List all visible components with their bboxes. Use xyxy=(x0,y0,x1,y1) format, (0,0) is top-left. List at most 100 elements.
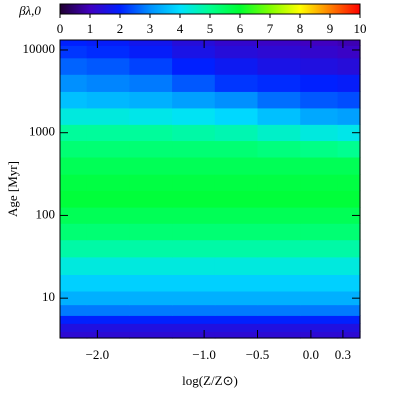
heatmap-cell xyxy=(60,156,88,175)
heatmap-cell xyxy=(86,57,130,75)
y-tick-label: 1000 xyxy=(29,124,55,139)
heatmap-cell xyxy=(86,124,130,142)
heatmap-cell xyxy=(86,290,130,306)
colorbar-tick-label: 0 xyxy=(57,21,64,36)
heatmap-cell xyxy=(300,124,339,142)
heatmap-cell xyxy=(257,45,301,59)
heatmap-cell xyxy=(86,256,130,276)
heatmap-cell xyxy=(257,239,301,258)
heatmap-cell xyxy=(129,256,173,276)
heatmap-cell xyxy=(129,156,173,175)
heatmap-cell xyxy=(172,174,216,192)
heatmap-cell xyxy=(214,45,259,59)
heatmap-cell xyxy=(172,256,216,276)
heatmap-cell xyxy=(172,304,216,316)
heatmap-cell xyxy=(257,91,301,109)
heatmap-cell xyxy=(129,74,173,92)
heatmap-cell xyxy=(60,40,88,46)
heatmap-cell xyxy=(172,323,216,332)
heatmap-cell xyxy=(214,331,259,339)
heatmap-cell xyxy=(214,174,259,192)
colorbar-tick-label: 9 xyxy=(327,21,334,36)
heatmap-cell xyxy=(214,190,259,208)
heatmap-cell xyxy=(60,331,88,339)
heatmap-cell xyxy=(60,124,88,142)
heatmap-cell xyxy=(300,91,339,109)
heatmap-cell xyxy=(86,331,130,339)
heatmap-cell xyxy=(129,274,173,292)
x-tick-label: −1.0 xyxy=(192,347,216,362)
colorbar-tick-label: 7 xyxy=(267,21,274,36)
heatmap-cell xyxy=(257,107,301,125)
heatmap-cell xyxy=(257,156,301,175)
heatmap-cell xyxy=(86,190,130,208)
colorbar-tick-label: 5 xyxy=(207,21,214,36)
heatmap-cell xyxy=(60,91,88,109)
heatmap-cell xyxy=(86,315,130,324)
heatmap-cell xyxy=(172,91,216,109)
heatmap-cell xyxy=(60,223,88,241)
heatmap-cell xyxy=(86,206,130,224)
heatmap-cell xyxy=(257,40,301,46)
heatmap-cell xyxy=(129,57,173,75)
heatmap-cell xyxy=(86,239,130,258)
heatmap-cell xyxy=(257,331,301,339)
heatmap-cell xyxy=(129,107,173,125)
colorbar-tick-label: 6 xyxy=(237,21,244,36)
heatmap-cell xyxy=(60,174,88,192)
heatmap-cell xyxy=(300,206,339,224)
heatmap-cell xyxy=(172,40,216,46)
heatmap-cell xyxy=(214,124,259,142)
heatmap-cell xyxy=(300,156,339,175)
heatmap-cell xyxy=(257,223,301,241)
heatmap-cell xyxy=(300,304,339,316)
colorbar-tick-label: 2 xyxy=(117,21,124,36)
heatmap-cell xyxy=(129,190,173,208)
heatmap-cell xyxy=(300,140,339,158)
heatmap-cell xyxy=(214,74,259,92)
heatmap-cell xyxy=(300,40,339,46)
heatmap-cell xyxy=(129,331,173,339)
colorbar xyxy=(59,3,361,15)
heatmap-cell xyxy=(214,290,259,306)
heatmap-cell xyxy=(86,174,130,192)
heatmap-cell xyxy=(300,57,339,75)
heatmap-cell xyxy=(60,256,88,276)
colorbar-tick-label: 3 xyxy=(147,21,154,36)
x-tick-label: 0.3 xyxy=(335,347,351,362)
heatmap-cell xyxy=(214,57,259,75)
heatmap-cell xyxy=(86,304,130,316)
heatmap-cell xyxy=(337,239,361,258)
heatmap-cell xyxy=(60,57,88,75)
heatmap-cell xyxy=(214,156,259,175)
heatmap-cell xyxy=(257,190,301,208)
heatmap-cell xyxy=(300,74,339,92)
heatmap-cell xyxy=(337,124,361,142)
heatmap-cell xyxy=(60,274,88,292)
heatmap-cell xyxy=(257,304,301,316)
heatmap-cell xyxy=(60,190,88,208)
heatmap-cell xyxy=(214,304,259,316)
heatmap-cell xyxy=(214,223,259,241)
heatmap-cell xyxy=(257,74,301,92)
heatmap-cell xyxy=(214,256,259,276)
heatmap-cell xyxy=(300,290,339,306)
y-axis-label: Age [Myr] xyxy=(5,161,20,217)
heatmap-cell xyxy=(300,174,339,192)
heatmap-cell xyxy=(337,140,361,158)
heatmap xyxy=(60,40,361,339)
heatmap-cell xyxy=(86,74,130,92)
heatmap-cell xyxy=(214,107,259,125)
heatmap-cell xyxy=(337,206,361,224)
heatmap-cell xyxy=(172,45,216,59)
x-axis-label: log(Z/Z⊙) xyxy=(182,373,238,388)
heatmap-cell xyxy=(60,304,88,316)
heatmap-cell xyxy=(257,290,301,306)
heatmap-cell xyxy=(257,256,301,276)
heatmap-cell xyxy=(300,223,339,241)
heatmap-cell xyxy=(86,223,130,241)
heatmap-cell xyxy=(257,174,301,192)
heatmap-cell xyxy=(86,91,130,109)
heatmap-cell xyxy=(86,274,130,292)
